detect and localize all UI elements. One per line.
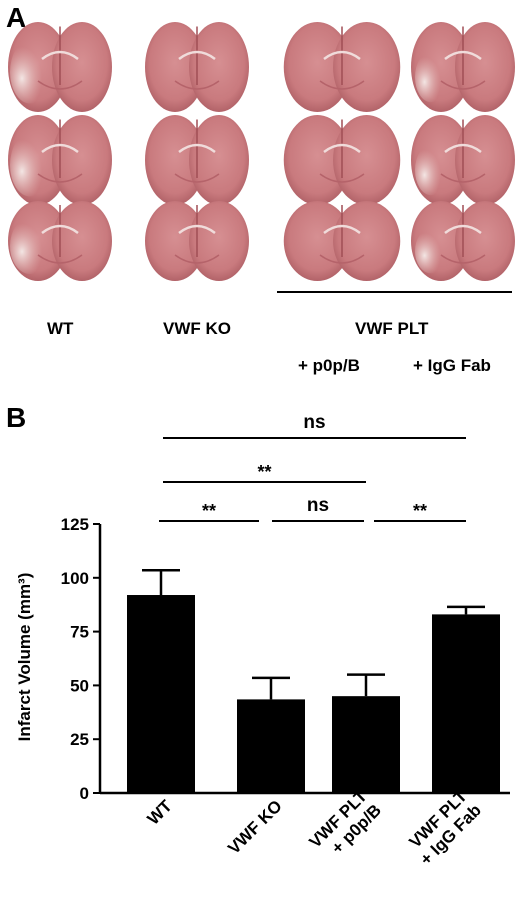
significance-label: ** [257,462,271,482]
y-tick-label: 75 [70,623,89,642]
label-wt: WT [47,319,74,338]
brain-slice [411,115,515,205]
bar [432,614,500,793]
x-tick-label: VWF PLT+ IgG Fab [402,786,485,869]
y-tick-label: 125 [61,515,89,534]
significance-label: ** [413,501,427,521]
brain-slice [283,201,401,281]
x-tick-label: VWF PLT+ p0p/B [306,786,386,866]
brain-slices-image [8,22,515,293]
y-tick-label: 0 [80,784,89,803]
brain-slice [145,22,249,112]
bar [237,699,305,793]
panel-b-letter: B [6,402,27,433]
x-tick-label: VWF KO [224,796,286,858]
significance-label: ** [202,501,216,521]
y-axis-label: Infarct Volume (mm³) [15,573,34,742]
brain-slice [411,201,515,281]
label-p0p-b: + p0p/B [298,356,360,375]
brain-slice [8,201,112,281]
significance-label: ns [303,412,325,433]
label-igg-fab: + IgG Fab [413,356,491,375]
label-vwf-ko: VWF KO [163,319,231,338]
x-tick-label: WT [144,796,177,829]
panel-a-letter: A [6,2,27,33]
brain-slice [283,115,401,205]
brain-slice [145,201,249,281]
brain-slice [8,115,112,205]
y-tick-label: 100 [61,569,89,588]
brain-slice [8,22,112,112]
label-vwf-plt: VWF PLT [355,319,429,338]
brain-slice [145,115,249,205]
brain-slice [283,22,401,112]
y-tick-label: 50 [70,676,89,695]
brain-slice [411,22,515,112]
bar [127,595,195,793]
y-tick-label: 25 [70,730,89,749]
bar [332,696,400,793]
significance-label: ns [307,495,329,516]
